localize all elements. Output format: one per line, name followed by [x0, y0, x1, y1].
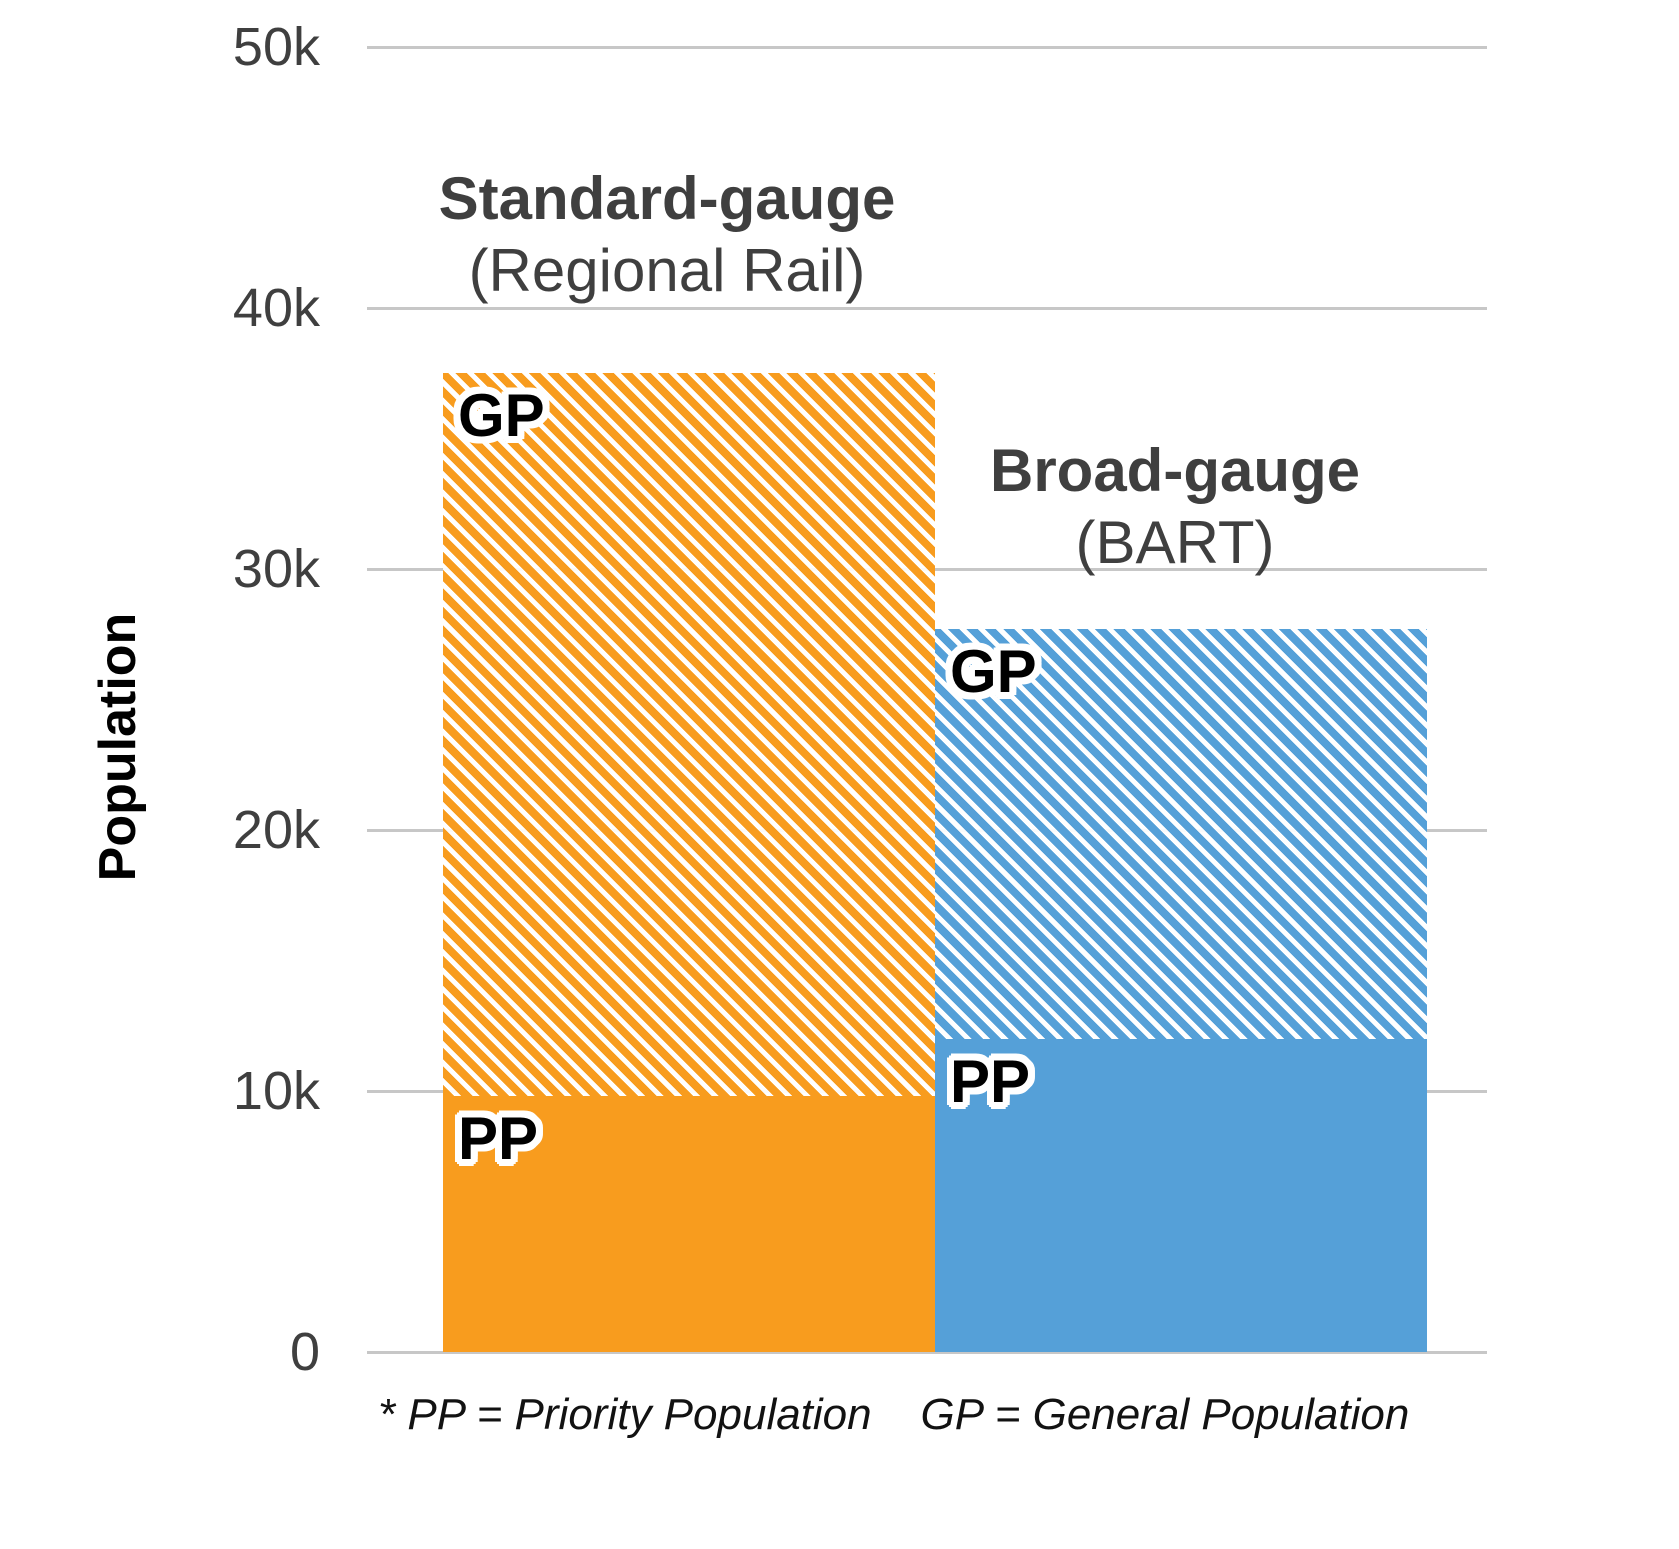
bar-title-standard-line1: Standard-gauge — [438, 165, 896, 232]
y-tick-label-20k: 20k — [232, 800, 320, 860]
segment-label-pp: PP — [458, 1105, 539, 1172]
y-tick-label-30k: 30k — [232, 539, 320, 599]
bar-title-standard-line2: (Regional Rail) — [468, 237, 866, 304]
y-tick-label-0: 0 — [289, 1322, 320, 1382]
gridline-0 — [367, 1350, 1487, 1354]
segment-label-gp: GP — [458, 382, 545, 449]
footnote: * PP = Priority Population GP = General … — [378, 1390, 1410, 1439]
y-tick-label-10k: 10k — [232, 1061, 320, 1121]
bar-title-broad-gauge: Broad-gauge (BART) — [825, 435, 1525, 579]
bar-title-broad-line1: Broad-gauge — [989, 437, 1361, 504]
bar-standard-gauge: GP PP — [443, 373, 935, 1352]
y-tick-label-50k: 50k — [232, 17, 320, 77]
segment-broad-gp: GP — [935, 629, 1427, 1039]
segment-standard-pp: PP — [443, 1096, 935, 1352]
segment-label-pp: PP — [950, 1048, 1031, 1115]
gridline-50k — [367, 45, 1487, 49]
segment-standard-gp: GP — [443, 373, 935, 1096]
y-tick-label-40k: 40k — [232, 278, 320, 338]
segment-broad-pp: PP — [935, 1039, 1427, 1352]
bar-broad-gauge: GP PP — [935, 629, 1427, 1352]
gridline-40k — [367, 306, 1487, 310]
segment-label-gp: GP — [950, 638, 1037, 705]
bar-title-standard-gauge: Standard-gauge (Regional Rail) — [317, 163, 1017, 307]
bar-title-broad-line2: (BART) — [1075, 509, 1275, 576]
